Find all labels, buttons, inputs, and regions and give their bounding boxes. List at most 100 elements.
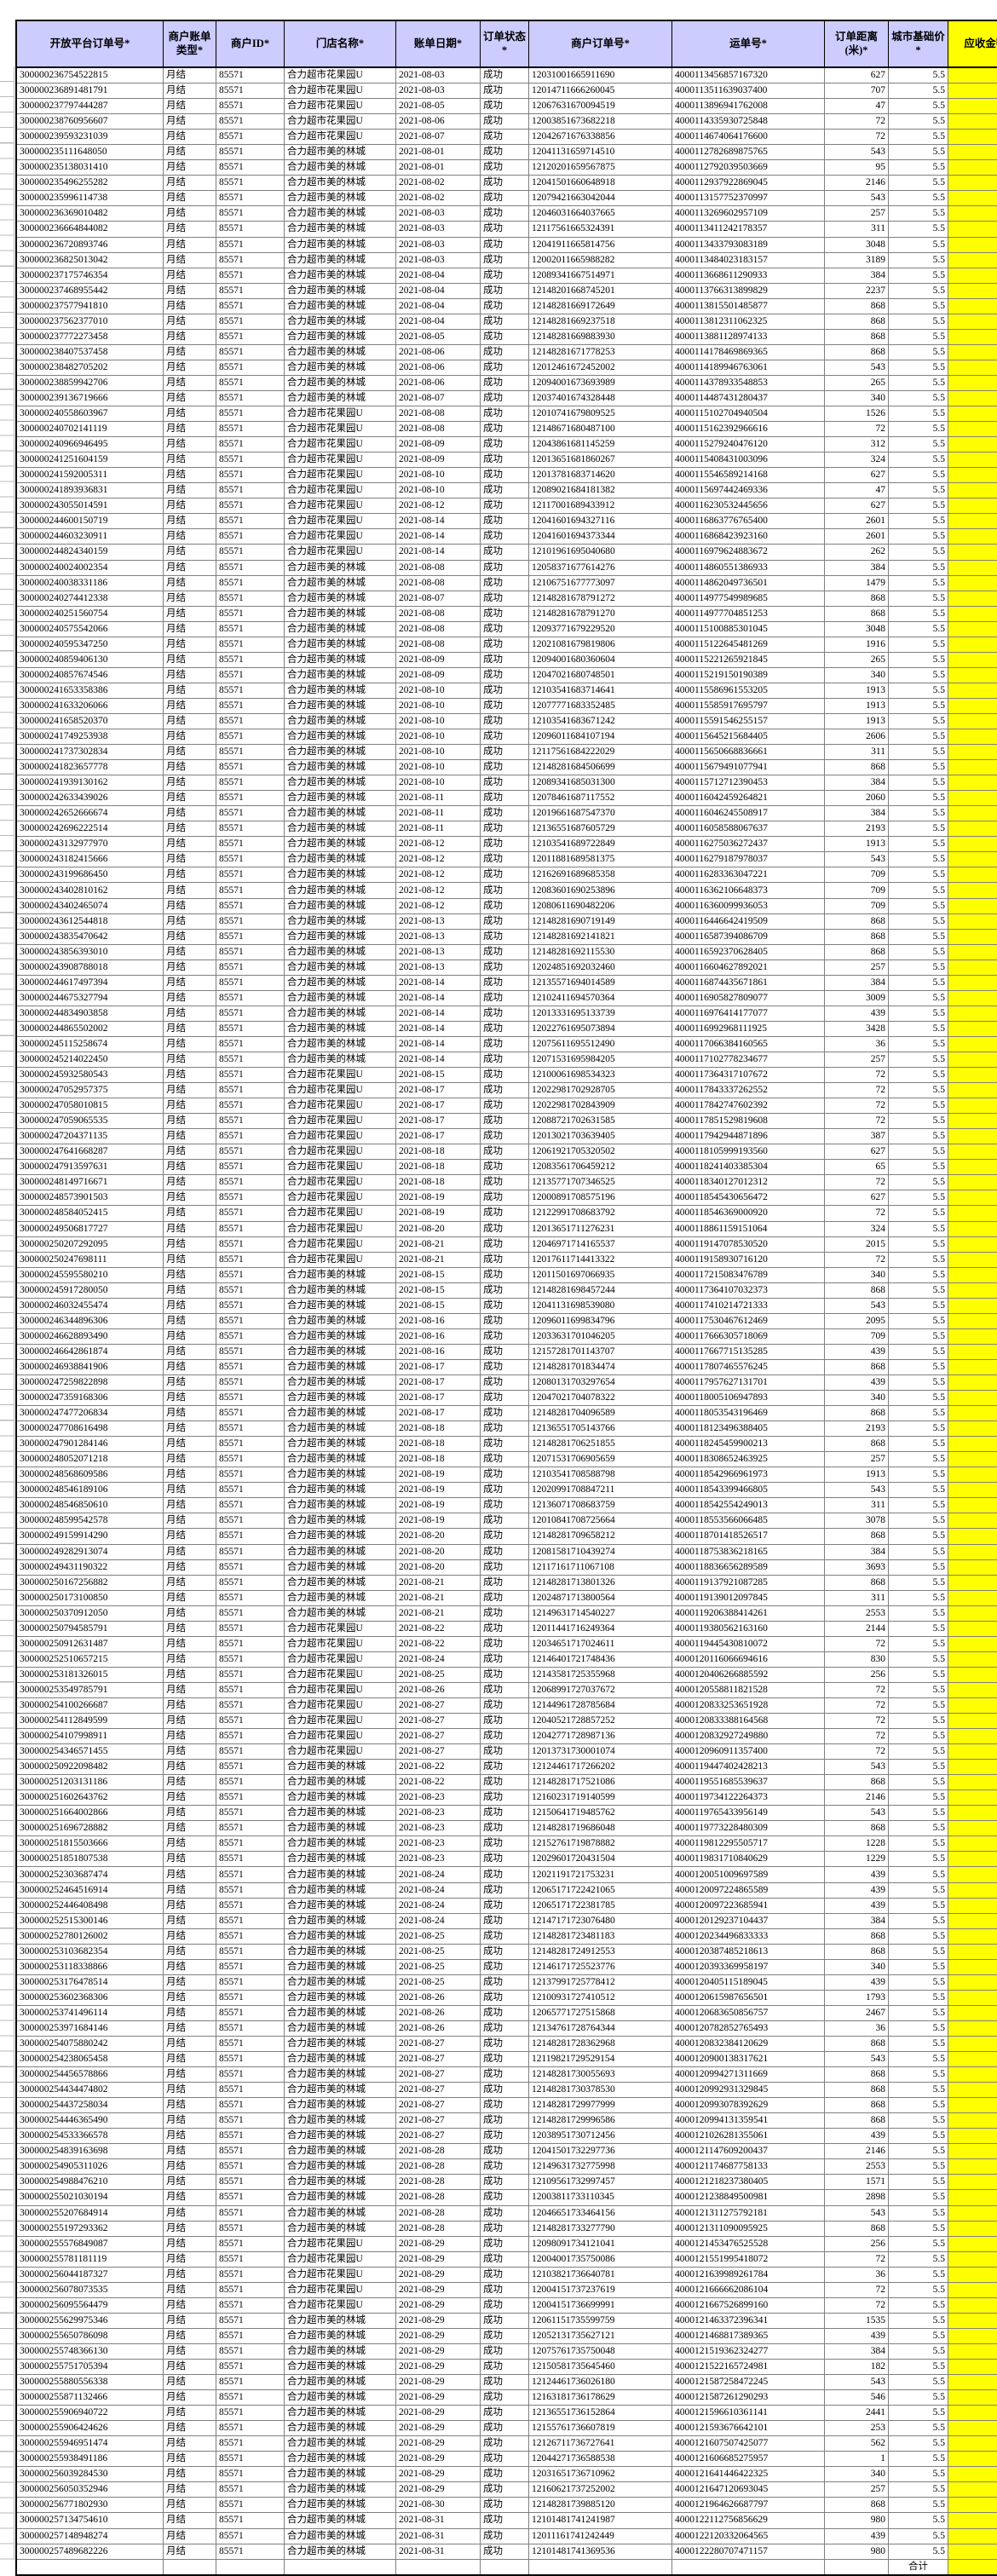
cell-open-platform-order-no[interactable]: 300000241592005311 xyxy=(16,468,164,483)
column-header-merchant-order-no[interactable]: 商户订单号* xyxy=(529,20,672,67)
cell-receivable-amount[interactable]: 7.5 xyxy=(948,1513,997,1529)
cell-merchant-order-no[interactable]: 12046971714165537 xyxy=(529,1236,672,1252)
cell-order-status[interactable]: 成功 xyxy=(481,2005,529,2020)
cell-order-status[interactable]: 成功 xyxy=(481,2406,529,2421)
cell-store-name[interactable]: 合力超市花果园U xyxy=(285,1098,396,1114)
cell-order-distance-m[interactable]: 546 xyxy=(825,2390,889,2406)
cell-store-name[interactable]: 合力超市美的林城 xyxy=(285,606,396,621)
cell-merchant-id[interactable]: 85571 xyxy=(216,1790,285,1806)
cell-merchant-order-no[interactable]: 12117561665324391 xyxy=(529,222,672,237)
cell-receivable-amount[interactable]: 10.5 xyxy=(948,1006,997,1021)
cell-receivable-amount[interactable]: 12.5 xyxy=(948,760,997,775)
cell-store-name[interactable]: 合力超市美的林城 xyxy=(285,2359,396,2374)
cell-bill-date[interactable]: 2021-08-23 xyxy=(396,1806,481,1821)
cell-order-status[interactable]: 成功 xyxy=(481,2098,529,2113)
cell-city-base-price[interactable]: 5.5 xyxy=(889,545,948,560)
cell-open-platform-order-no[interactable]: 300000243055014591 xyxy=(16,498,164,514)
cell-waybill-no[interactable]: 4000119445430810072 xyxy=(672,1636,825,1651)
cell-receivable-amount[interactable]: 8.5 xyxy=(948,1144,997,1160)
cell-bill-date[interactable]: 2021-08-27 xyxy=(396,2113,481,2129)
cell-waybill-no[interactable]: 4000120129237104437 xyxy=(672,1913,825,1928)
cell-merchant-bill-type[interactable]: 月结 xyxy=(164,2343,216,2359)
cell-order-status[interactable]: 成功 xyxy=(481,2205,529,2221)
cell-store-name[interactable]: 合力超市美的林城 xyxy=(285,268,396,283)
cell-waybill-no[interactable]: 4000117666305718069 xyxy=(672,1328,825,1344)
cell-merchant-bill-type[interactable]: 月结 xyxy=(164,99,216,114)
cell-city-base-price[interactable]: 5.5 xyxy=(889,2020,948,2036)
cell-merchant-order-no[interactable]: 12144961728785684 xyxy=(529,1697,672,1713)
cell-order-distance-m[interactable]: 2146 xyxy=(825,2144,889,2159)
cell-order-status[interactable]: 成功 xyxy=(481,1651,529,1667)
cell-receivable-amount[interactable]: 7.5 xyxy=(948,1083,997,1098)
cell-merchant-id[interactable]: 85571 xyxy=(216,2328,285,2343)
cell-merchant-id[interactable]: 85571 xyxy=(216,852,285,867)
cell-merchant-id[interactable]: 85571 xyxy=(216,1098,285,1114)
cell-store-name[interactable]: 合力超市美的林城 xyxy=(285,1575,396,1590)
cell-order-status[interactable]: 成功 xyxy=(481,1821,529,1836)
cell-store-name[interactable]: 合力超市美的林城 xyxy=(285,1467,396,1483)
cell-receivable-amount[interactable]: 5.5 xyxy=(948,2375,997,2390)
cell-order-distance-m[interactable]: 72 xyxy=(825,130,889,145)
cell-open-platform-order-no[interactable]: 300000246628893490 xyxy=(16,1328,164,1344)
cell-waybill-no[interactable]: 4000113269602957109 xyxy=(672,206,825,222)
cell-waybill-no[interactable]: 4000120683650856757 xyxy=(672,2005,825,2020)
cell-waybill-no[interactable]: 4000118861159151064 xyxy=(672,1221,825,1236)
cell-merchant-bill-type[interactable]: 月结 xyxy=(164,160,216,176)
cell-waybill-no[interactable]: 4000120994271311669 xyxy=(672,2067,825,2083)
cell-bill-date[interactable]: 2021-08-10 xyxy=(396,683,481,698)
cell-merchant-id[interactable]: 85571 xyxy=(216,2159,285,2175)
cell-merchant-bill-type[interactable]: 月结 xyxy=(164,1175,216,1190)
cell-merchant-id[interactable]: 85571 xyxy=(216,683,285,698)
cell-open-platform-order-no[interactable]: 300000243132977970 xyxy=(16,837,164,852)
cell-receivable-amount[interactable]: 18.5 xyxy=(948,2406,997,2421)
cell-order-distance-m[interactable]: 72 xyxy=(825,1697,889,1713)
cell-city-base-price[interactable]: 5.5 xyxy=(889,698,948,713)
cell-order-distance-m[interactable]: 868 xyxy=(825,314,889,329)
cell-bill-date[interactable]: 2021-08-28 xyxy=(396,2159,481,2175)
cell-bill-date[interactable]: 2021-08-09 xyxy=(396,437,481,452)
cell-receivable-amount[interactable]: 5.5 xyxy=(948,821,997,837)
cell-order-status[interactable]: 成功 xyxy=(481,1790,529,1806)
cell-city-base-price[interactable]: 5.5 xyxy=(889,191,948,206)
cell-open-platform-order-no[interactable]: 300000240274412338 xyxy=(16,591,164,606)
cell-order-distance-m[interactable]: 543 xyxy=(825,2375,889,2390)
cell-store-name[interactable]: 合力超市美的林城 xyxy=(285,283,396,298)
cell-order-distance-m[interactable]: 311 xyxy=(825,222,889,237)
cell-bill-date[interactable]: 2021-08-01 xyxy=(396,160,481,176)
cell-bill-date[interactable]: 2021-08-07 xyxy=(396,591,481,606)
cell-store-name[interactable]: 合力超市美的林城 xyxy=(285,1313,396,1328)
cell-merchant-order-no[interactable]: 12102411694570364 xyxy=(529,990,672,1006)
cell-city-base-price[interactable]: 5.5 xyxy=(889,1344,948,1359)
cell-open-platform-order-no[interactable]: 300000254533366578 xyxy=(16,2129,164,2144)
cell-merchant-bill-type[interactable]: 月结 xyxy=(164,2236,216,2251)
cell-waybill-no[interactable]: 4000114977549989685 xyxy=(672,591,825,606)
cell-merchant-id[interactable]: 85571 xyxy=(216,1282,285,1298)
total-label-cell[interactable]: 合计 xyxy=(889,2559,948,2575)
cell-receivable-amount[interactable]: 7.5 xyxy=(948,1190,997,1206)
cell-receivable-amount[interactable]: 5.5 xyxy=(948,806,997,821)
cell-receivable-amount[interactable]: 10.5 xyxy=(948,1590,997,1605)
cell-open-platform-order-no[interactable]: 300000241823657778 xyxy=(16,760,164,775)
cell-bill-date[interactable]: 2021-08-29 xyxy=(396,2251,481,2267)
cell-city-base-price[interactable]: 5.5 xyxy=(889,1068,948,1083)
cell-bill-date[interactable]: 2021-08-12 xyxy=(396,852,481,867)
cell-store-name[interactable]: 合力超市美的林城 xyxy=(285,791,396,806)
cell-merchant-id[interactable]: 85571 xyxy=(216,1374,285,1390)
cell-open-platform-order-no[interactable]: 300000243402810162 xyxy=(16,883,164,898)
cell-receivable-amount[interactable]: 16.5 xyxy=(948,176,997,191)
cell-merchant-order-no[interactable]: 12047021680748501 xyxy=(529,667,672,683)
cell-merchant-order-no[interactable]: 12011441716249364 xyxy=(529,1621,672,1636)
cell-waybill-no[interactable]: 4000119734122264373 xyxy=(672,1790,825,1806)
cell-city-base-price[interactable]: 5.5 xyxy=(889,1775,948,1790)
cell-open-platform-order-no[interactable]: 300000253971684146 xyxy=(16,2020,164,2036)
cell-merchant-id[interactable]: 85571 xyxy=(216,1775,285,1790)
cell-store-name[interactable]: 合力超市美的林城 xyxy=(285,852,396,867)
cell-order-status[interactable]: 成功 xyxy=(481,2159,529,2175)
cell-merchant-order-no[interactable]: 12011161741242449 xyxy=(529,2528,672,2544)
cell-open-platform-order-no[interactable]: 300000256078073535 xyxy=(16,2282,164,2297)
cell-store-name[interactable]: 合力超市美的林城 xyxy=(285,1374,396,1390)
cell-waybill-no[interactable]: 4000121666662086104 xyxy=(672,2282,825,2297)
cell-bill-date[interactable]: 2021-08-04 xyxy=(396,283,481,298)
cell-store-name[interactable]: 合力超市美的林城 xyxy=(285,1944,396,1959)
cell-order-distance-m[interactable]: 980 xyxy=(825,2544,889,2559)
